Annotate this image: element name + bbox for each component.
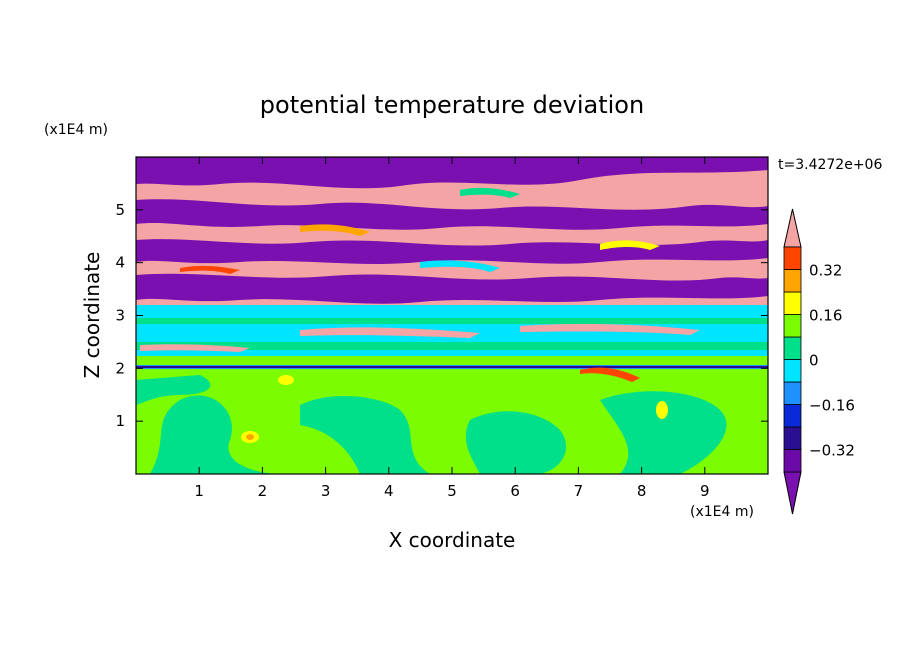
y-tick-label: 5	[115, 201, 125, 219]
x-axis-label: X coordinate	[389, 528, 516, 552]
colorbar-swatch	[783, 404, 802, 428]
colorbar-swatch	[783, 246, 802, 270]
x-unit-label: (x1E4 m)	[690, 504, 754, 520]
lower-field-patch	[465, 411, 567, 474]
middle-streak	[140, 344, 250, 352]
lower-field-patch	[300, 395, 430, 474]
warm-spot	[656, 401, 668, 419]
plot-area	[136, 157, 768, 474]
x-tick-label: 1	[194, 482, 204, 500]
x-tick-label: 7	[574, 482, 584, 500]
middle-band	[136, 318, 768, 324]
colorbar-swatch	[783, 449, 802, 473]
time-label: t=3.4272e+06	[778, 157, 882, 173]
x-tick-label: 6	[510, 482, 520, 500]
warm-streak	[180, 265, 240, 274]
y-unit-label: (x1E4 m)	[44, 122, 108, 138]
y-axis-label: Z coordinate	[80, 252, 104, 379]
colorbar-under-arrow	[783, 471, 802, 515]
colorbar-swatch	[783, 426, 802, 450]
y-axis: 1 2 3 4 5	[115, 201, 768, 430]
middle-band	[136, 356, 768, 366]
colorbar-label: 0.32	[809, 262, 842, 280]
warm-streak	[420, 260, 500, 272]
colorbar-swatch	[783, 291, 802, 315]
y-tick-label: 2	[115, 359, 125, 377]
inversion-line	[136, 366, 768, 368]
warm-streak	[600, 240, 660, 250]
y-tick-label: 3	[115, 307, 125, 325]
warm-spot	[278, 375, 294, 385]
colorbar-label: 0.16	[809, 307, 842, 325]
x-tick-label: 3	[321, 482, 331, 500]
cold-band	[136, 157, 768, 189]
warm-streak	[300, 224, 370, 236]
lower-field-patch	[150, 395, 280, 474]
colorbar-label: −0.32	[809, 442, 855, 460]
warm-spot-core	[246, 434, 254, 440]
middle-band	[136, 342, 768, 350]
warm-streak	[460, 187, 520, 198]
colorbar-label: 0	[809, 352, 819, 370]
colorbar-over-arrow	[783, 208, 802, 248]
x-tick-label: 4	[384, 482, 394, 500]
colorbar-swatch	[783, 269, 802, 293]
lower-field-patch	[136, 375, 211, 405]
colorbar-swatch	[783, 314, 802, 338]
cold-band	[136, 273, 768, 304]
lower-field-patch	[600, 391, 727, 474]
colorbar: 0.32 0.16 0 −0.16 −0.32	[783, 208, 855, 515]
colorbar-label: −0.16	[809, 397, 855, 415]
x-tick-label: 8	[637, 482, 647, 500]
y-tick-label: 1	[115, 412, 125, 430]
x-tick-label: 9	[700, 482, 710, 500]
colorbar-swatch	[783, 359, 802, 383]
colorbar-swatch	[783, 381, 802, 405]
x-tick-label: 2	[258, 482, 268, 500]
cold-band	[136, 199, 768, 230]
middle-streak	[300, 327, 480, 338]
middle-streak	[580, 367, 640, 382]
x-axis: 1 2 3 4 5 6 7 8 9	[194, 157, 710, 500]
colorbar-swatch	[783, 336, 802, 360]
middle-streak	[520, 323, 700, 335]
y-tick-label: 4	[115, 254, 125, 272]
chart-title: potential temperature deviation	[260, 91, 644, 119]
x-tick-label: 5	[447, 482, 457, 500]
